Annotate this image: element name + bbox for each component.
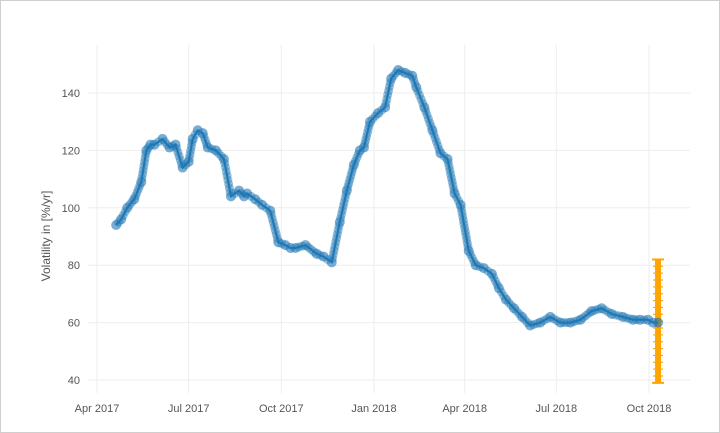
data-point[interactable] bbox=[455, 199, 466, 210]
gridlines bbox=[88, 45, 690, 393]
data-point[interactable] bbox=[493, 283, 504, 294]
data-point[interactable] bbox=[427, 125, 438, 136]
data-point[interactable] bbox=[300, 240, 311, 251]
y-axis-label: Volatility in [%/yr] bbox=[39, 191, 53, 282]
x-tick-label: Jan 2018 bbox=[351, 403, 396, 415]
data-point[interactable] bbox=[419, 102, 430, 113]
data-point[interactable] bbox=[122, 202, 133, 213]
data-point[interactable] bbox=[545, 311, 556, 322]
data-point[interactable] bbox=[627, 314, 638, 325]
data-point[interactable] bbox=[318, 251, 329, 262]
data-point[interactable] bbox=[348, 159, 359, 170]
data-point[interactable] bbox=[358, 142, 369, 153]
x-tick-label: Jul 2018 bbox=[536, 403, 578, 415]
data-point[interactable] bbox=[129, 194, 140, 205]
data-point[interactable] bbox=[525, 320, 536, 331]
y-tick-label: 120 bbox=[62, 145, 80, 157]
data-point[interactable] bbox=[225, 191, 236, 202]
x-tick-label: Oct 2017 bbox=[259, 403, 304, 415]
data-point[interactable] bbox=[170, 139, 181, 150]
y-tick-label: 60 bbox=[68, 318, 80, 330]
data-point[interactable] bbox=[187, 133, 198, 144]
data-point[interactable] bbox=[386, 73, 397, 84]
data-point[interactable] bbox=[210, 145, 221, 156]
data-point[interactable] bbox=[218, 154, 229, 165]
y-tick-label: 80 bbox=[68, 260, 80, 272]
data-point[interactable] bbox=[478, 263, 489, 274]
data-point[interactable] bbox=[575, 314, 586, 325]
data-point[interactable] bbox=[202, 142, 213, 153]
data-point[interactable] bbox=[334, 217, 345, 228]
data-point[interactable] bbox=[653, 317, 664, 328]
data-point[interactable] bbox=[606, 308, 617, 319]
data-point[interactable] bbox=[442, 154, 453, 165]
data-point[interactable] bbox=[265, 205, 276, 216]
data-point[interactable] bbox=[136, 176, 147, 187]
data-point[interactable] bbox=[157, 133, 168, 144]
data-point[interactable] bbox=[183, 156, 194, 167]
data-point[interactable] bbox=[509, 303, 520, 314]
data-point[interactable] bbox=[380, 102, 391, 113]
data-point[interactable] bbox=[242, 188, 253, 199]
data-point[interactable] bbox=[463, 245, 474, 256]
data-point[interactable] bbox=[500, 294, 511, 305]
data-point[interactable] bbox=[250, 194, 261, 205]
data-point[interactable] bbox=[257, 199, 268, 210]
y-tick-label: 100 bbox=[62, 203, 80, 215]
y-tick-label: 40 bbox=[68, 375, 80, 387]
data-point[interactable] bbox=[517, 311, 528, 322]
data-point[interactable] bbox=[326, 257, 337, 268]
data-point[interactable] bbox=[435, 148, 446, 159]
data-point[interactable] bbox=[149, 139, 160, 150]
x-axis-ticks: Apr 2017 Jul 2017 Oct 2017 Jan 2018 Apr 2018… bbox=[75, 403, 672, 415]
data-point[interactable] bbox=[634, 314, 645, 325]
data-point[interactable] bbox=[565, 317, 576, 328]
data-point[interactable] bbox=[116, 214, 127, 225]
data-point[interactable] bbox=[411, 82, 422, 93]
x-tick-label: Oct 2018 bbox=[627, 403, 672, 415]
x-tick-label: Apr 2017 bbox=[75, 403, 120, 415]
data-point[interactable] bbox=[290, 242, 301, 253]
data-point[interactable] bbox=[364, 116, 375, 127]
x-tick-label: Jul 2017 bbox=[168, 403, 210, 415]
data-point[interactable] bbox=[449, 188, 460, 199]
data-point[interactable] bbox=[535, 317, 546, 328]
volatility-series bbox=[111, 65, 664, 331]
x-tick-label: Apr 2018 bbox=[442, 403, 487, 415]
y-axis-ticks: 40 60 80 100 120 140 bbox=[62, 88, 80, 387]
data-point[interactable] bbox=[555, 317, 566, 328]
data-point[interactable] bbox=[341, 185, 352, 196]
data-point[interactable] bbox=[617, 311, 628, 322]
data-point[interactable] bbox=[470, 260, 481, 271]
data-point[interactable] bbox=[407, 70, 418, 81]
data-point[interactable] bbox=[586, 306, 597, 317]
data-point[interactable] bbox=[373, 108, 384, 119]
data-point[interactable] bbox=[486, 268, 497, 279]
data-point[interactable] bbox=[596, 303, 607, 314]
y-tick-label: 140 bbox=[62, 88, 80, 100]
data-point[interactable] bbox=[197, 128, 208, 139]
